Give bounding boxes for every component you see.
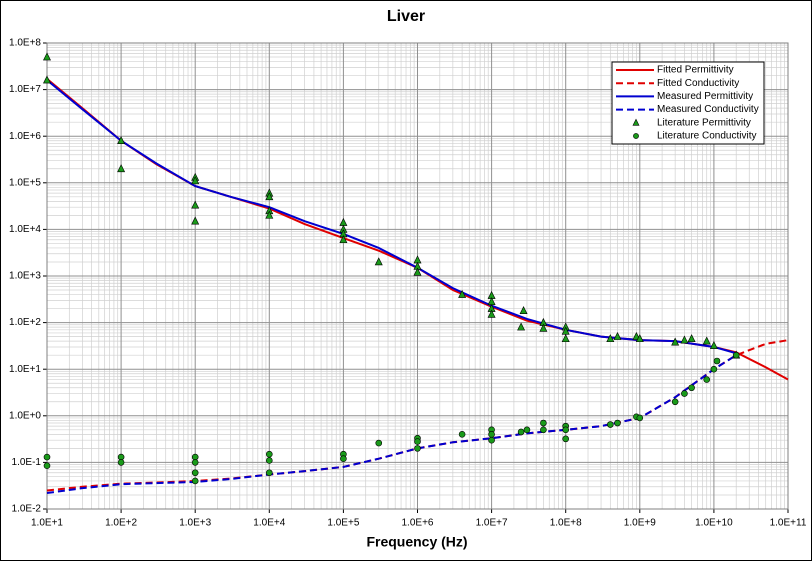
y-tick-label: 1.0E-2 — [12, 504, 42, 515]
x-tick-label: 1.0E+3 — [179, 518, 211, 529]
circle-marker — [732, 351, 740, 359]
triangle-marker — [117, 164, 126, 173]
circle-marker — [265, 450, 273, 458]
x-tick-label: 1.0E+9 — [624, 518, 656, 529]
x-tick-label: 1.0E+6 — [402, 518, 434, 529]
x-axis-label: Frequency (Hz) — [366, 534, 467, 550]
triangle-marker — [561, 334, 570, 343]
circle-marker — [191, 459, 199, 466]
circle-marker — [191, 477, 199, 485]
y-tick-label: 1.0E-1 — [12, 457, 42, 468]
triangle-marker — [519, 306, 528, 315]
triangle-marker — [606, 334, 615, 343]
circle-marker — [713, 357, 721, 365]
circle-marker — [265, 469, 273, 477]
triangle-marker — [339, 235, 348, 244]
triangle-marker — [413, 267, 422, 276]
circle-marker — [375, 439, 383, 447]
x-tick-label: 1.0E+2 — [105, 518, 137, 529]
circle-marker — [703, 376, 711, 383]
triangle-marker — [709, 340, 718, 349]
triangle-marker — [487, 309, 496, 318]
circle-marker — [688, 384, 695, 392]
triangle-marker — [191, 200, 200, 209]
triangle-marker — [265, 192, 274, 201]
legend-label: Measured Permittivity — [657, 91, 753, 102]
y-tick-label: 1.0E+4 — [9, 224, 41, 235]
triangle-marker — [458, 289, 467, 298]
chart-title: Liver — [387, 8, 425, 25]
triangle-marker — [374, 257, 383, 266]
circle-marker — [43, 462, 51, 469]
y-tick-label: 1.0E+3 — [9, 271, 41, 282]
circle-marker — [636, 414, 644, 422]
circle-marker — [117, 459, 125, 466]
circle-marker — [540, 426, 547, 434]
triangle-marker — [613, 331, 622, 340]
legend-label: Measured Conductivity — [657, 104, 759, 115]
plot-frame — [46, 42, 789, 510]
triangle-marker — [265, 210, 274, 219]
x-tick-label: 1.0E+10 — [695, 518, 733, 529]
y-tick-label: 1.0E+6 — [9, 131, 41, 142]
legend-label: Fitted Conductivity — [657, 78, 739, 89]
x-tick-label: 1.0E+8 — [550, 518, 582, 529]
legend-marker — [632, 118, 640, 126]
x-tick-label: 1.0E+5 — [327, 518, 359, 529]
triangle-marker — [43, 75, 51, 84]
circle-marker — [681, 390, 688, 397]
y-tick-label: 1.0E+2 — [9, 317, 41, 328]
legend-marker — [633, 133, 639, 139]
y-tick-label: 1.0E+7 — [9, 84, 41, 95]
circle-marker — [488, 436, 495, 444]
legend-label: Literature Conductivity — [657, 131, 757, 142]
triangle-marker — [539, 323, 548, 332]
legend-box — [611, 61, 765, 145]
triangle-marker — [191, 176, 200, 185]
y-tick-label: 1.0E+0 — [9, 410, 41, 421]
triangle-marker — [702, 336, 711, 345]
y-tick-label: 1.0E+1 — [9, 364, 41, 375]
circle-marker — [562, 426, 570, 434]
circle-marker — [43, 453, 51, 461]
circle-marker — [671, 398, 679, 406]
circle-marker — [265, 457, 273, 464]
y-tick-label: 1.0E+8 — [9, 38, 41, 49]
series-line — [46, 354, 737, 495]
circle-marker — [414, 445, 421, 452]
triangle-marker — [671, 337, 680, 346]
triangle-marker — [517, 322, 526, 331]
circle-marker — [517, 428, 525, 436]
circle-marker — [607, 421, 614, 428]
circle-marker — [523, 426, 531, 434]
circle-marker — [710, 365, 718, 373]
legend-label: Literature Permittivity — [657, 117, 751, 128]
triangle-marker — [680, 335, 689, 344]
triangle-marker — [635, 334, 644, 343]
circle-marker — [414, 438, 421, 445]
triangle-marker — [191, 216, 200, 225]
y-tick-label: 1.0E+5 — [9, 177, 41, 188]
triangle-marker — [687, 334, 696, 343]
circle-marker — [488, 431, 495, 438]
circle-marker — [540, 419, 547, 427]
circle-marker — [458, 431, 466, 438]
x-tick-label: 1.0E+7 — [476, 518, 508, 529]
x-tick-label: 1.0E+1 — [31, 518, 63, 529]
circle-marker — [614, 419, 621, 427]
triangle-marker — [117, 136, 126, 145]
x-tick-label: 1.0E+4 — [253, 518, 285, 529]
circle-marker — [562, 435, 570, 443]
triangle-marker — [43, 52, 51, 61]
circle-marker — [340, 455, 347, 463]
circle-marker — [191, 469, 199, 477]
x-tick-label: 1.0E+11 — [770, 518, 807, 529]
legend-label: Fitted Permittivity — [657, 65, 734, 76]
